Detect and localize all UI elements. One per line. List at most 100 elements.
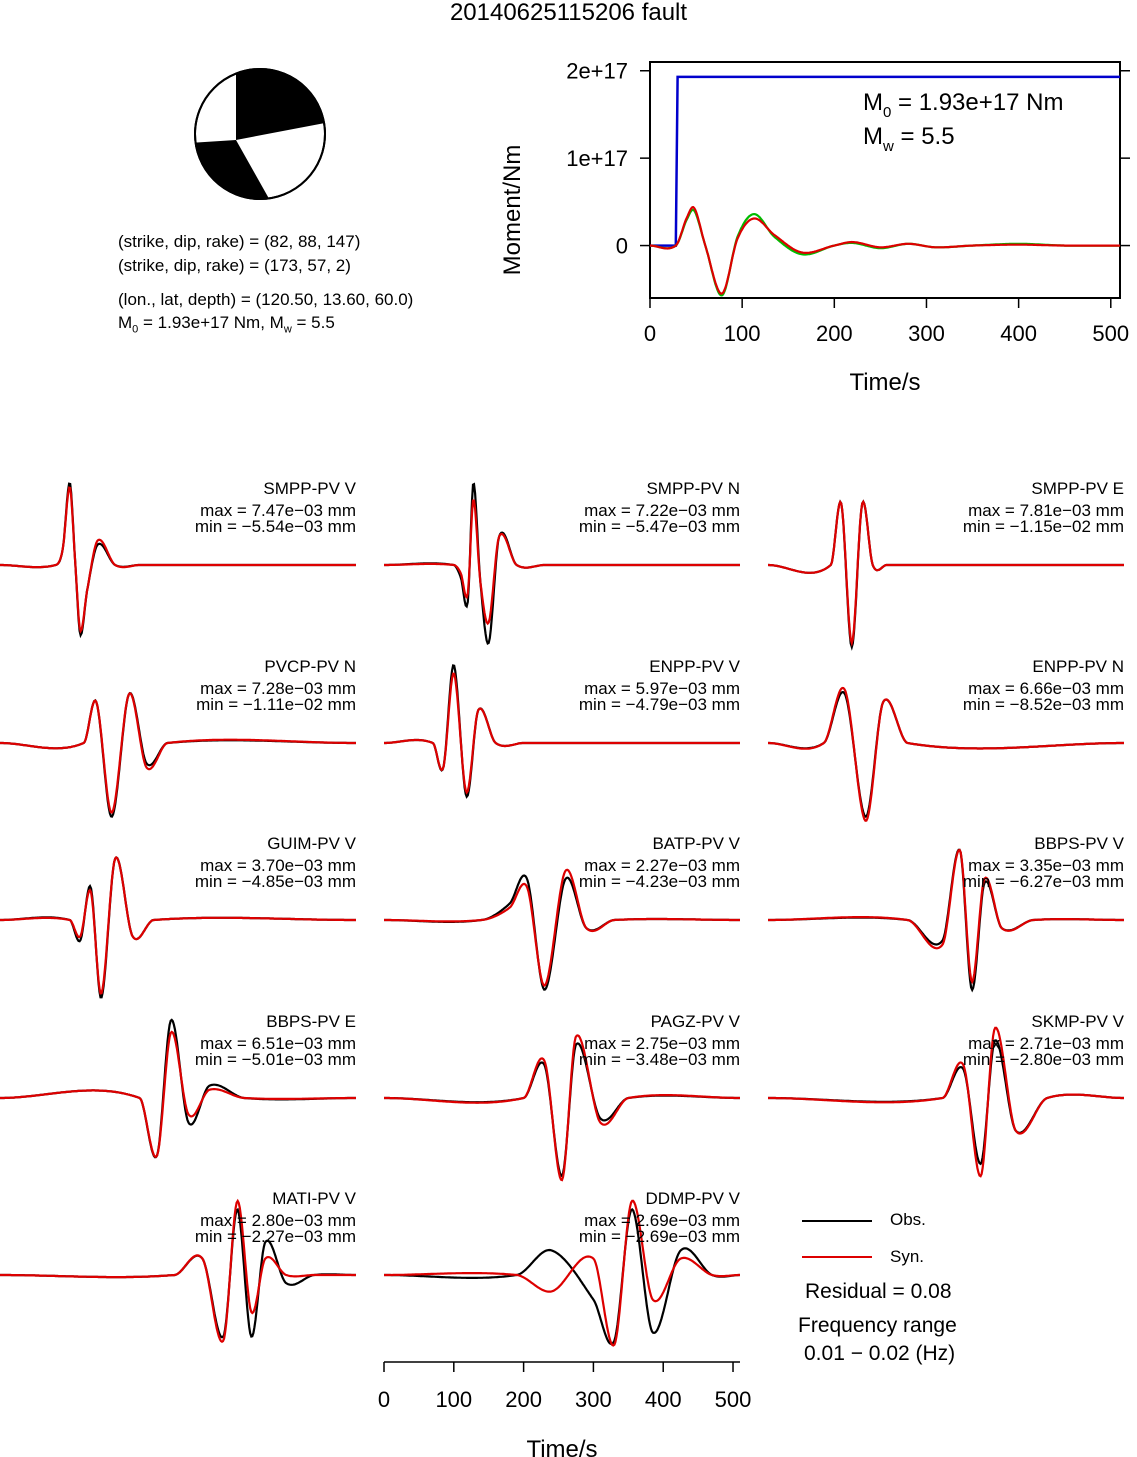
moment-magnitude-summary: M0 = 1.93e+17 Nm, Mw = 5.5 [118, 313, 335, 336]
station-label: ENPP-PV N [1032, 657, 1124, 676]
x-axis-label: Time/s [849, 369, 920, 396]
legend-obs-line [802, 1220, 872, 1222]
station-label: MATI-PV V [272, 1189, 356, 1208]
x-tick-label: 400 [1000, 321, 1037, 346]
min-amplitude-label: min = −8.52e−03 mm [963, 695, 1124, 714]
observed-trace [384, 874, 740, 991]
synthetic-trace [0, 1030, 356, 1159]
max-amplitude-label: max = 7.22e−03 mm [584, 501, 740, 520]
station-label: BBPS-PV V [1034, 834, 1124, 853]
min-amplitude-label: min = −4.23e−03 mm [579, 872, 740, 891]
min-amplitude-label: min = −5.47e−03 mm [579, 517, 740, 536]
x-tick-label: 0 [644, 321, 656, 346]
time-axis-tick-label: 0 [378, 1387, 390, 1412]
legend-syn-line [802, 1256, 872, 1258]
min-amplitude-label: min = −4.79e−03 mm [579, 695, 740, 714]
min-amplitude-label: min = −4.85e−03 mm [195, 872, 356, 891]
min-amplitude-label: min = −2.80e−03 mm [963, 1050, 1124, 1069]
y-tick-label: 0 [616, 234, 628, 259]
y-axis-label: Moment/Nm [499, 145, 526, 276]
figure-title: 20140625115206 fault [449, 0, 688, 26]
residual-text: Residual = 0.08 [805, 1280, 952, 1303]
station-label: ENPP-PV V [649, 657, 740, 676]
synthetic-trace [0, 486, 356, 634]
station-label: SMPP-PV N [646, 479, 740, 498]
min-amplitude-label: min = −2.27e−03 mm [195, 1227, 356, 1246]
station-label: SMPP-PV V [263, 479, 356, 498]
station-label: PAGZ-PV V [651, 1012, 741, 1031]
min-amplitude-label: min = −2.69e−03 mm [579, 1227, 740, 1246]
focal-mechanism-beachball [194, 68, 326, 200]
min-amplitude-label: min = −1.11e−02 mm [196, 695, 356, 714]
frequency-range-value: 0.01 − 0.02 (Hz) [804, 1342, 956, 1365]
synthetic-trace [768, 686, 1124, 822]
synthetic-trace [384, 499, 740, 626]
max-amplitude-label: max = 7.47e−03 mm [200, 501, 356, 520]
min-amplitude-label: min = −1.15e−02 mm [963, 517, 1124, 536]
event-location: (lon., lat, depth) = (120.50, 13.60, 60.… [118, 290, 414, 309]
synthetic-trace [384, 1034, 740, 1182]
max-amplitude-label: max = 7.28e−03 mm [200, 679, 356, 698]
time-axis-tick-label: 300 [575, 1387, 612, 1412]
mw-label: Mw = 5.5 [863, 123, 955, 155]
time-axis-tick-label: 200 [505, 1387, 542, 1412]
legend-obs-label: Obs. [890, 1210, 926, 1229]
max-amplitude-label: max = 2.71e−03 mm [968, 1034, 1124, 1053]
max-amplitude-label: max = 3.70e−03 mm [200, 856, 356, 875]
frequency-range-title: Frequency range [798, 1314, 957, 1337]
synthetic-trace [384, 1199, 740, 1347]
synthetic-trace [384, 868, 740, 988]
synthetic-trace [0, 856, 356, 995]
max-amplitude-label: max = 6.51e−03 mm [200, 1034, 356, 1053]
y-tick-label: 1e+17 [566, 146, 628, 171]
synthetic-trace [768, 499, 1124, 647]
min-amplitude-label: min = −5.54e−03 mm [195, 517, 356, 536]
nodal-plane-1: (strike, dip, rake) = (82, 88, 147) [118, 232, 361, 251]
synthetic-trace [768, 1026, 1124, 1178]
max-amplitude-label: max = 6.66e−03 mm [968, 679, 1124, 698]
synthetic-trace [0, 691, 356, 814]
x-tick-label: 200 [816, 321, 853, 346]
time-axis-tick-label: 500 [715, 1387, 752, 1412]
station-label: BATP-PV V [652, 834, 740, 853]
y-tick-label: 2e+17 [566, 59, 628, 84]
station-label: SMPP-PV E [1031, 479, 1124, 498]
x-tick-label: 100 [724, 321, 761, 346]
observed-trace [384, 1207, 740, 1346]
station-label: DDMP-PV V [646, 1189, 741, 1208]
moment-rate-red-line [650, 205, 1120, 295]
time-axis-tick-label: 400 [645, 1387, 682, 1412]
max-amplitude-label: max = 5.97e−03 mm [584, 679, 740, 698]
moment-chart: 0 1e+17 2e+17 0 100 200 300 400 500 Time/s Moment/… [499, 59, 1130, 396]
x-tick-label: 500 [1092, 321, 1129, 346]
nodal-plane-2: (strike, dip, rake) = (173, 57, 2) [118, 256, 351, 275]
max-amplitude-label: max = 7.81e−03 mm [968, 501, 1124, 520]
legend-syn-label: Syn. [890, 1247, 925, 1266]
x-tick-label: 300 [908, 321, 945, 346]
min-amplitude-label: min = −5.01e−03 mm [195, 1050, 356, 1069]
station-label: GUIM-PV V [267, 834, 356, 853]
cumulative-moment-line [650, 75, 1120, 247]
max-amplitude-label: max = 2.75e−03 mm [584, 1034, 740, 1053]
station-label: PVCP-PV N [264, 657, 356, 676]
min-amplitude-label: min = −6.27e−03 mm [963, 872, 1124, 891]
station-label: BBPS-PV E [266, 1012, 356, 1031]
min-amplitude-label: min = −3.48e−03 mm [579, 1050, 740, 1069]
time-axis-tick-label: 100 [435, 1387, 472, 1412]
station-label: SKMP-PV V [1031, 1012, 1124, 1031]
moment-rate-green-line [650, 208, 1120, 297]
max-amplitude-label: max = 2.80e−03 mm [200, 1211, 356, 1230]
